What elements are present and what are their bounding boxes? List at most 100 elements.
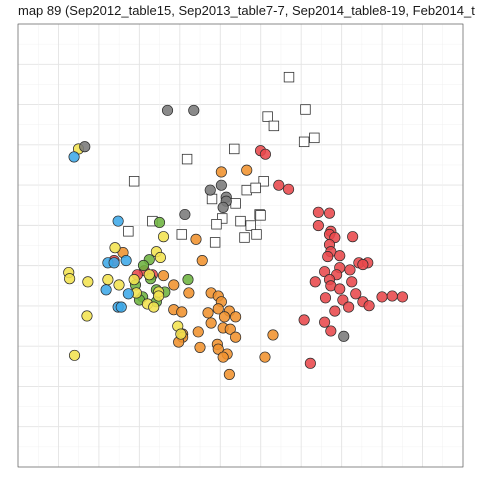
data-point-square <box>262 111 273 122</box>
data-point <box>319 292 332 304</box>
data-point <box>204 184 216 196</box>
data-point-square <box>209 237 221 248</box>
data-point <box>81 310 93 322</box>
data-point-square <box>229 143 240 155</box>
data-point-square <box>217 213 228 224</box>
data-point <box>68 151 80 163</box>
data-point <box>259 148 271 160</box>
data-point <box>188 104 200 116</box>
data-point-square <box>230 198 241 209</box>
data-point-square <box>181 153 193 165</box>
data-point-square <box>211 219 222 230</box>
data-point <box>115 301 127 313</box>
data-point <box>179 208 191 221</box>
data-point <box>102 274 114 286</box>
data-point <box>309 276 321 288</box>
data-point <box>190 233 202 245</box>
data-point-square <box>123 226 134 237</box>
data-point <box>157 270 170 282</box>
data-point <box>363 300 375 312</box>
data-point <box>376 291 388 303</box>
data-point <box>319 316 331 328</box>
data-point-square <box>300 104 311 115</box>
data-point-square <box>258 176 269 187</box>
data-point-square <box>255 210 266 221</box>
data-point <box>182 274 194 286</box>
data-point <box>319 266 331 278</box>
data-point <box>347 231 359 243</box>
data-point <box>396 291 409 303</box>
data-point <box>224 323 236 335</box>
data-point <box>153 290 165 302</box>
data-point <box>267 329 279 341</box>
data-point <box>230 331 242 343</box>
data-point <box>350 288 362 300</box>
data-point <box>183 287 195 299</box>
data-point-square <box>235 215 246 227</box>
data-point <box>218 311 231 323</box>
data-point <box>157 231 170 243</box>
data-point <box>304 357 316 369</box>
data-points <box>63 71 409 380</box>
data-point <box>386 290 398 302</box>
data-point <box>194 341 206 353</box>
data-point <box>212 303 224 315</box>
data-point-square <box>251 229 262 240</box>
data-point <box>202 307 214 319</box>
data-point <box>322 251 334 263</box>
data-point <box>344 264 356 276</box>
data-point <box>68 349 81 361</box>
data-point <box>312 206 324 218</box>
data-point-square <box>250 182 261 194</box>
data-point <box>357 258 369 271</box>
data-point <box>79 141 91 153</box>
data-point <box>283 183 295 195</box>
data-point <box>334 250 346 262</box>
data-point <box>196 255 208 267</box>
data-point <box>217 351 229 363</box>
data-point <box>312 220 324 232</box>
data-point <box>112 215 124 227</box>
data-point <box>108 257 120 269</box>
data-point <box>113 279 125 291</box>
data-point <box>329 305 341 317</box>
data-point <box>323 207 336 219</box>
data-point <box>346 276 358 288</box>
data-point <box>215 166 227 178</box>
data-point <box>223 368 235 380</box>
data-point <box>273 179 285 191</box>
data-point <box>217 201 229 213</box>
data-point <box>175 328 187 340</box>
data-point-square <box>128 176 140 187</box>
data-point <box>64 273 76 285</box>
data-point <box>143 269 155 281</box>
data-point <box>109 242 121 254</box>
grid-lines <box>17 23 464 468</box>
data-point-square <box>309 132 320 144</box>
data-point <box>325 325 337 337</box>
data-point <box>230 311 242 323</box>
data-point <box>137 259 150 271</box>
data-point-square <box>241 184 252 196</box>
data-point-square <box>298 136 310 148</box>
data-point <box>192 326 204 338</box>
data-point <box>168 279 180 291</box>
data-point <box>334 283 346 295</box>
data-point <box>298 314 310 326</box>
data-point <box>82 276 94 288</box>
data-point <box>259 351 271 363</box>
data-point <box>241 164 253 176</box>
data-point <box>343 301 355 313</box>
data-point <box>154 251 166 264</box>
data-point <box>205 317 217 329</box>
data-point <box>100 284 112 296</box>
data-point <box>338 330 350 342</box>
data-point-square <box>283 71 295 83</box>
data-point <box>215 179 227 191</box>
panel-border <box>17 23 464 468</box>
data-point <box>128 274 140 286</box>
data-point <box>161 104 174 116</box>
data-point <box>212 343 224 355</box>
data-point <box>148 301 160 313</box>
